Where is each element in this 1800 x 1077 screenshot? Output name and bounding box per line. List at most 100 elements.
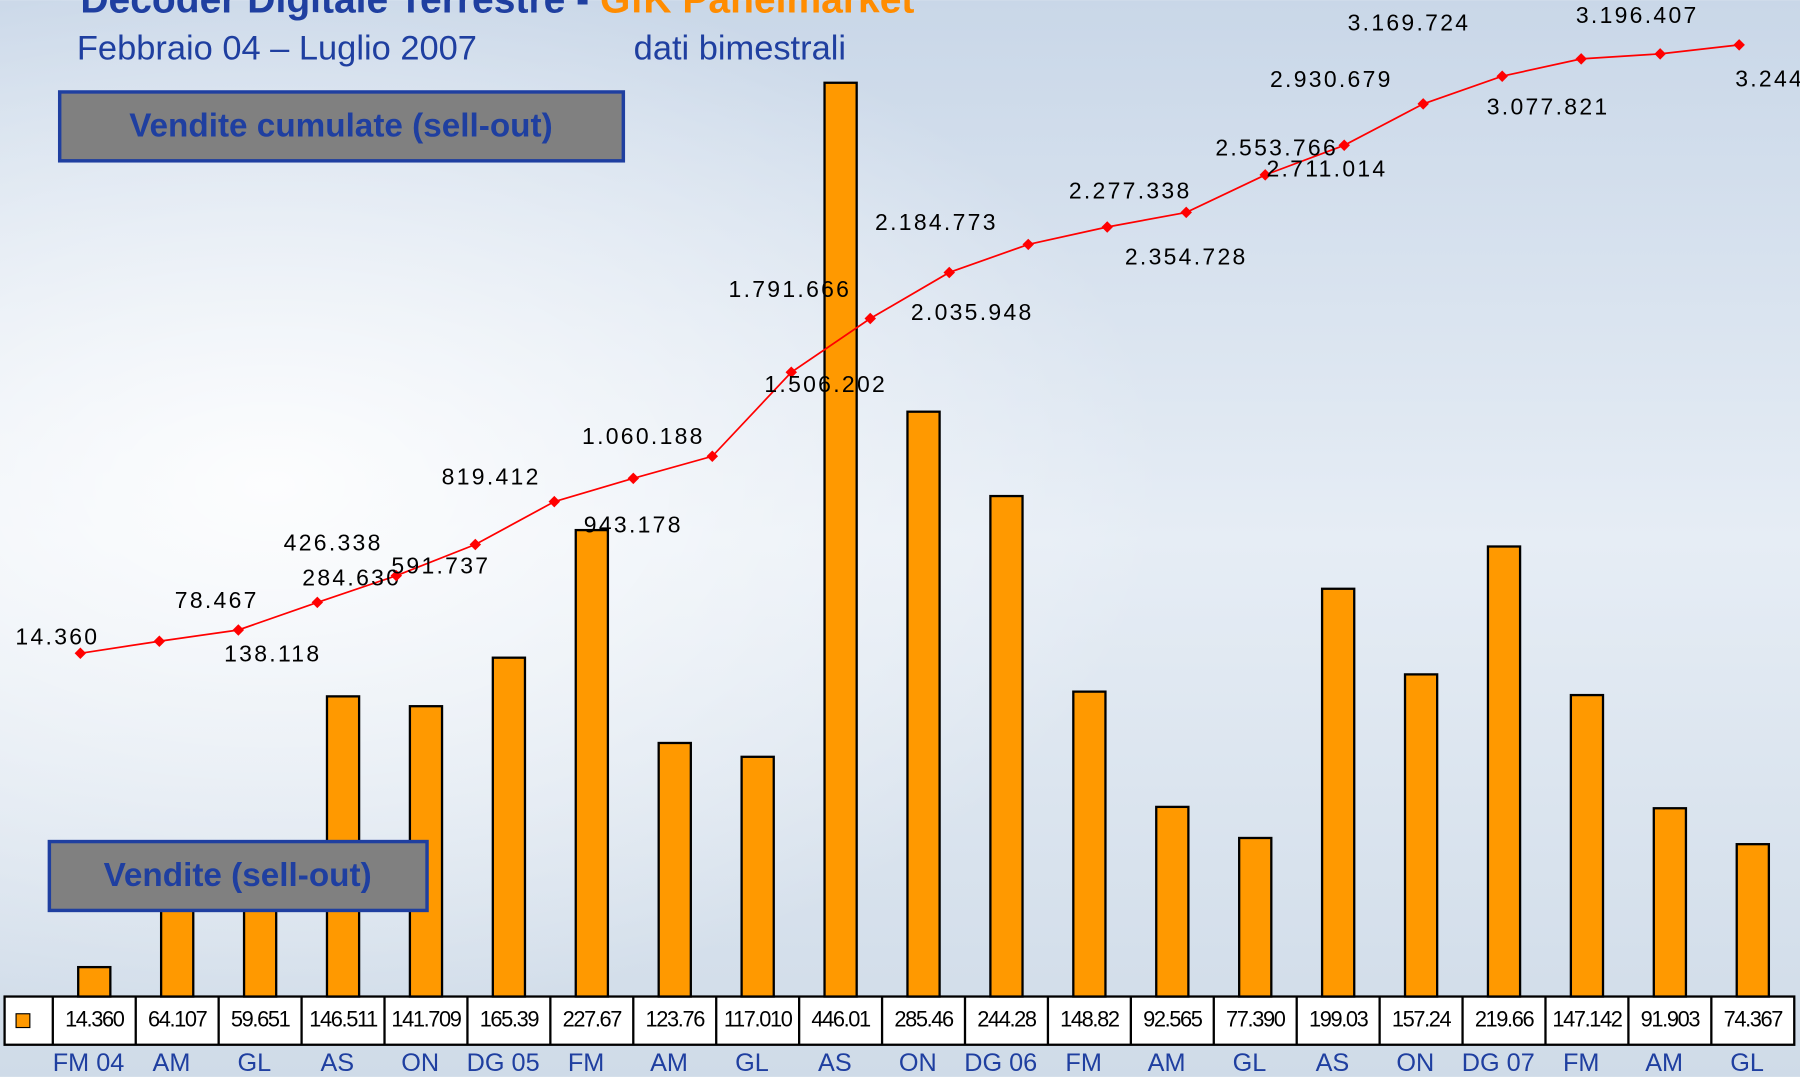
x-tick-label: GL [1730, 1049, 1764, 1077]
line-point [311, 596, 324, 609]
data-label: 591.737 [391, 553, 490, 579]
table-value: 165.39 [480, 1006, 540, 1031]
table-value: 285.46 [894, 1006, 954, 1031]
data-label: 943.178 [584, 512, 683, 538]
note: dati bimestrali [634, 30, 846, 68]
x-tick-label: FM 04 [53, 1049, 125, 1077]
x-tick-label: FM [1563, 1049, 1599, 1077]
x-tick-label: FM [568, 1049, 604, 1077]
bar [491, 656, 527, 998]
bar [823, 81, 858, 998]
line-point [1180, 206, 1192, 219]
data-label: 1.060.188 [582, 423, 705, 449]
subtitle: Febbraio 04 – Luglio 2007 [77, 30, 477, 68]
table-value: 244.28 [977, 1006, 1037, 1031]
table-value: 92.565 [1143, 1006, 1203, 1031]
table-value: 74.367 [1724, 1006, 1784, 1031]
data-label: 2.930.679 [1270, 66, 1393, 92]
label-box [57, 90, 626, 163]
x-tick-label: GL [238, 1049, 272, 1077]
x-tick-label: ON [401, 1049, 439, 1077]
x-tick-label: AS [818, 1049, 852, 1077]
line-point [548, 495, 561, 508]
legend-swatch [15, 1013, 31, 1029]
x-tick-label: AM [1148, 1049, 1186, 1077]
bar [77, 965, 112, 998]
data-label: 2.184.773 [875, 209, 998, 235]
table-value: 91.903 [1641, 1006, 1701, 1031]
series-label: Vendite (sell-out) [104, 857, 372, 894]
series-label: Vendite cumulate (sell-out) [129, 107, 552, 144]
table-value: 219.66 [1475, 1006, 1535, 1031]
data-label: 3.196.407 [1576, 2, 1699, 28]
label-box [47, 839, 429, 913]
plot: 14.360 FM 04 64.107 AM 59.651 GL 146.511 AS 141.… [3, 2, 1800, 1077]
data-label: 138.118 [224, 640, 321, 666]
table-value: 117.010 [724, 1006, 793, 1031]
line-point [864, 312, 877, 325]
x-tick-label: AS [320, 1049, 354, 1077]
title-highlight: GfK Panelmarket [600, 0, 914, 22]
data-label: 3.077.821 [1487, 93, 1610, 119]
data-label: 2.711.014 [1266, 156, 1387, 182]
data-label: 1.791.666 [729, 276, 852, 302]
data-label: 78.467 [175, 587, 259, 613]
bar [1735, 843, 1771, 998]
x-tick-label: GL [735, 1049, 769, 1077]
table-value: 147.142 [1552, 1006, 1622, 1031]
bar [1403, 673, 1439, 998]
x-tick-label: DG 07 [1462, 1049, 1535, 1077]
bar [740, 755, 775, 998]
chart-title: Decoder Digitale Terrestre - GfK Panelma… [80, 0, 914, 22]
x-tick-label: FM [1065, 1049, 1101, 1077]
table-value: 123.76 [646, 1006, 706, 1031]
bar [1652, 807, 1688, 998]
line-point [706, 450, 719, 463]
bar [657, 741, 692, 998]
data-label: 14.360 [15, 623, 99, 649]
x-tick-label: AS [1316, 1049, 1350, 1077]
line-point [785, 366, 798, 379]
data-label: 284.630 [302, 564, 401, 590]
line [80, 44, 1740, 655]
line-point [390, 569, 403, 582]
data-label: 2.277.338 [1069, 178, 1192, 204]
bar [1155, 805, 1190, 998]
data-label: 2.035.948 [911, 299, 1034, 325]
x-tick-label: AM [1645, 1049, 1683, 1077]
table-value: 446.01 [811, 1006, 871, 1031]
line-point [1259, 169, 1271, 181]
x-tick-label: GL [1233, 1049, 1267, 1077]
table-value: 141.709 [391, 1006, 461, 1031]
bar [1238, 836, 1273, 998]
table-value: 157.24 [1392, 1006, 1452, 1031]
data-table [3, 995, 1796, 1046]
table-value: 148.82 [1060, 1006, 1120, 1031]
bar [989, 494, 1024, 998]
bar [1486, 545, 1522, 998]
data-label: 3.169.724 [1348, 10, 1471, 36]
table-value: 227.67 [563, 1006, 623, 1031]
line-point [943, 266, 955, 279]
line-point [74, 647, 87, 660]
x-tick-label: AM [153, 1049, 191, 1077]
data-label: 2.553.766 [1215, 135, 1338, 161]
data-label: 426.338 [284, 530, 383, 556]
data-label: 2.354.728 [1125, 243, 1248, 269]
x-tick-label: AM [650, 1049, 688, 1077]
data-label: 819.412 [442, 464, 541, 490]
table-value: 14.360 [65, 1006, 125, 1031]
bar [1569, 693, 1605, 998]
table-value: 146.511 [309, 1006, 378, 1031]
table-value: 64.107 [148, 1006, 208, 1031]
table-value: 77.390 [1226, 1006, 1286, 1031]
table-value: 59.651 [231, 1006, 291, 1031]
bar [1320, 587, 1356, 998]
bar [1072, 690, 1107, 998]
bar [574, 528, 610, 998]
bar [906, 410, 941, 998]
table-value: 199.03 [1309, 1006, 1369, 1031]
title-text: Decoder Digitale Terrestre - [80, 0, 600, 22]
